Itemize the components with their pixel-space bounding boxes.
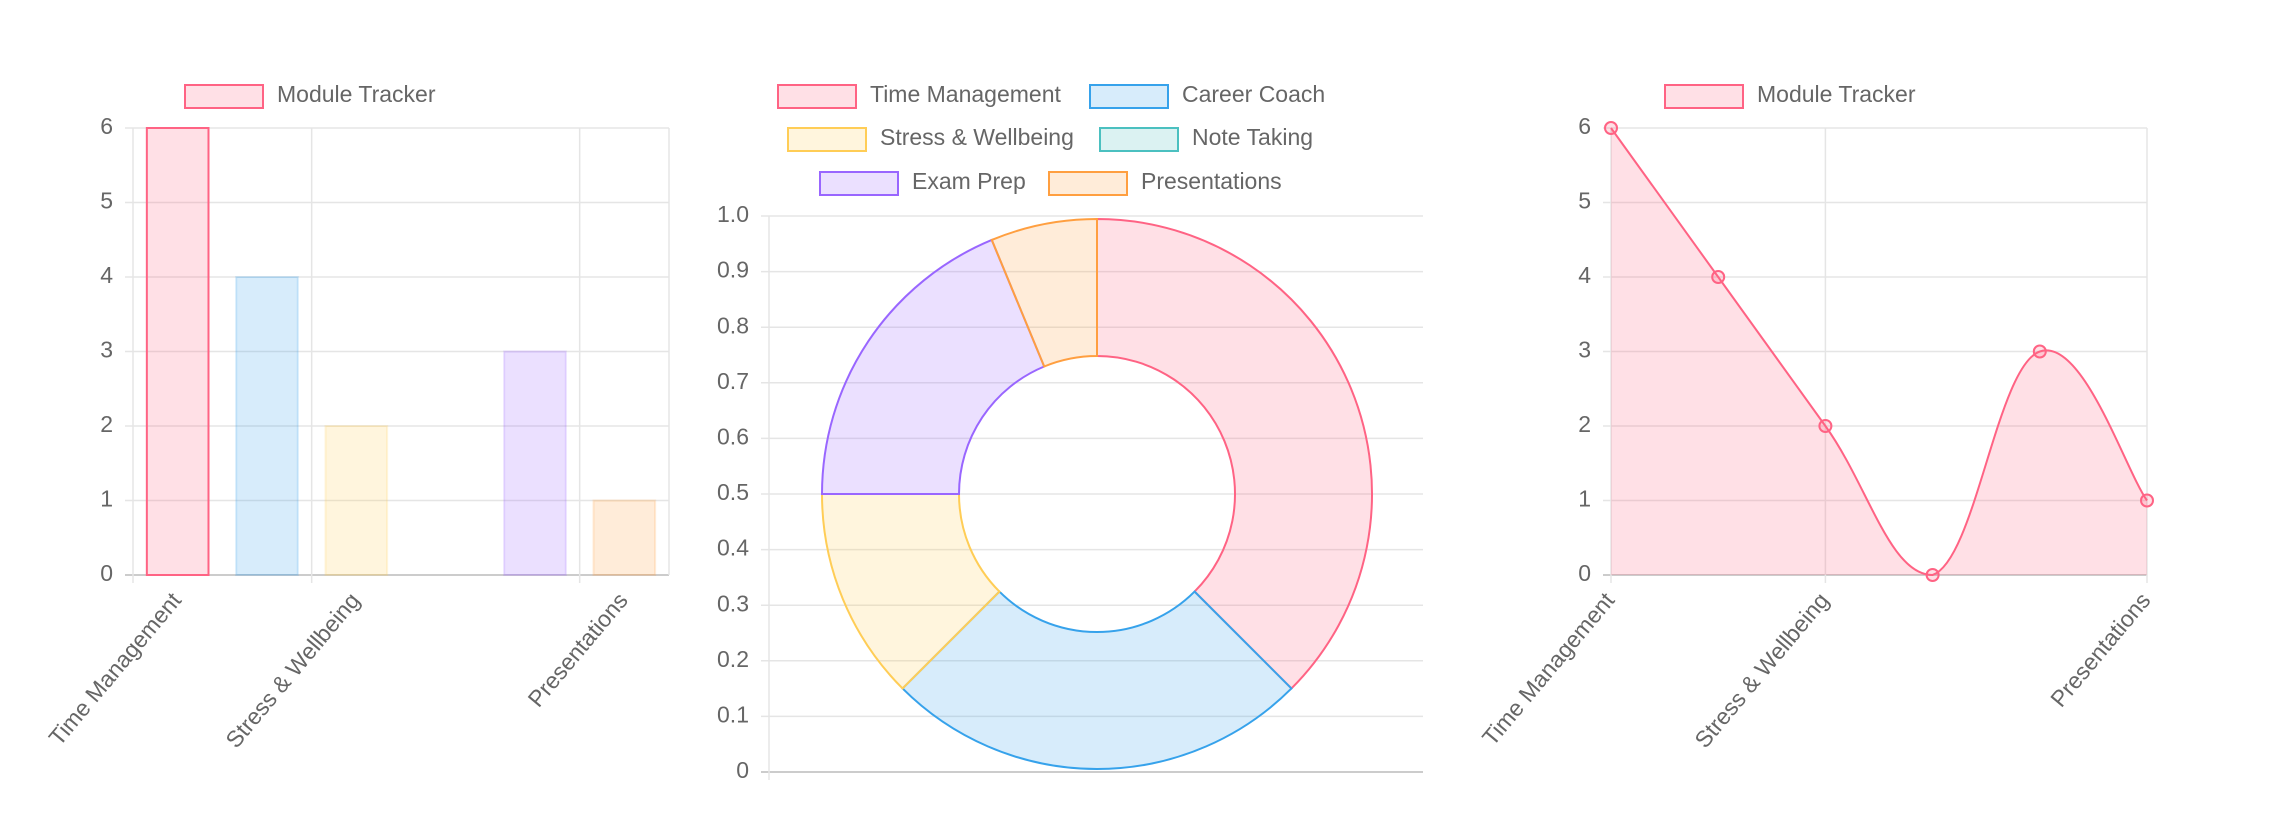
y-tick-label: 0.5 — [717, 479, 749, 505]
bar — [324, 425, 389, 576]
y-tick-label: 0.3 — [717, 590, 749, 616]
y-tick-label: 5 — [100, 188, 113, 214]
y-tick-label: 2 — [1578, 411, 1591, 437]
y-tick-label: 3 — [100, 337, 113, 363]
y-tick-label: 5 — [1578, 188, 1591, 214]
y-tick-label: 0.6 — [717, 423, 749, 449]
y-tick-label: 0 — [1578, 560, 1591, 586]
legend-label: Time Management — [870, 81, 1062, 107]
legend-swatch — [1664, 84, 1744, 109]
y-tick-label: 1.0 — [717, 201, 749, 227]
legend-label: Exam Prep — [912, 168, 1026, 194]
y-tick-label: 1 — [1578, 486, 1591, 512]
x-tick-label: Presentations — [523, 587, 633, 711]
y-tick-label: 1 — [100, 486, 113, 512]
y-tick-label: 3 — [1578, 337, 1591, 363]
legend-swatch — [787, 127, 867, 152]
legend-swatch — [184, 84, 264, 109]
y-tick-label: 6 — [100, 113, 113, 139]
point — [1818, 419, 1833, 433]
area-fill — [1611, 128, 2147, 575]
legend-swatch — [1089, 84, 1169, 109]
legend-swatch — [777, 84, 857, 109]
bar — [592, 499, 657, 576]
point — [2140, 493, 2154, 508]
line — [1610, 127, 2148, 577]
legend-swatch — [819, 171, 899, 196]
y-tick-label: 0.7 — [717, 368, 749, 394]
y-tick-label: 2 — [100, 411, 113, 437]
doughnut-slice — [901, 590, 1293, 770]
y-tick-label: 0 — [736, 757, 749, 783]
point — [1925, 568, 1940, 582]
point — [2032, 344, 2047, 359]
x-tick-label: Presentations — [2045, 587, 2155, 711]
legend-swatch — [1048, 171, 1128, 196]
doughnut-slice — [1096, 217, 1373, 690]
y-tick-label: 0.2 — [717, 646, 749, 672]
legend-label: Module Tracker — [1757, 81, 1916, 107]
x-tick-label: Time Management — [44, 587, 187, 750]
legend-label: Note Taking — [1192, 124, 1313, 150]
y-tick-label: 6 — [1578, 113, 1591, 139]
bar — [145, 127, 210, 576]
point — [1604, 121, 1618, 135]
legend-label: Career Coach — [1182, 81, 1325, 107]
x-tick-label: Time Management — [1477, 587, 1620, 750]
doughnut-slice — [820, 238, 1046, 495]
y-tick-label: 0.9 — [717, 257, 749, 283]
doughnut-slice — [990, 217, 1098, 368]
legend-swatch — [1099, 127, 1179, 152]
bar — [503, 350, 567, 576]
legend-label: Module Tracker — [277, 81, 436, 107]
legend-label: Stress & Wellbeing — [880, 124, 1074, 150]
y-tick-label: 0.8 — [717, 312, 749, 338]
x-tick-label: Stress & Wellbeing — [1689, 587, 1834, 752]
point — [1711, 270, 1726, 284]
x-tick-label: Stress & Wellbeing — [220, 587, 365, 752]
y-tick-label: 4 — [100, 262, 113, 288]
y-tick-label: 0.4 — [717, 535, 749, 561]
y-tick-label: 4 — [1578, 262, 1591, 288]
y-tick-label: 0.1 — [717, 701, 749, 727]
bar — [235, 276, 299, 576]
y-tick-label: 0 — [100, 560, 113, 586]
legend-label: Presentations — [1141, 168, 1282, 194]
